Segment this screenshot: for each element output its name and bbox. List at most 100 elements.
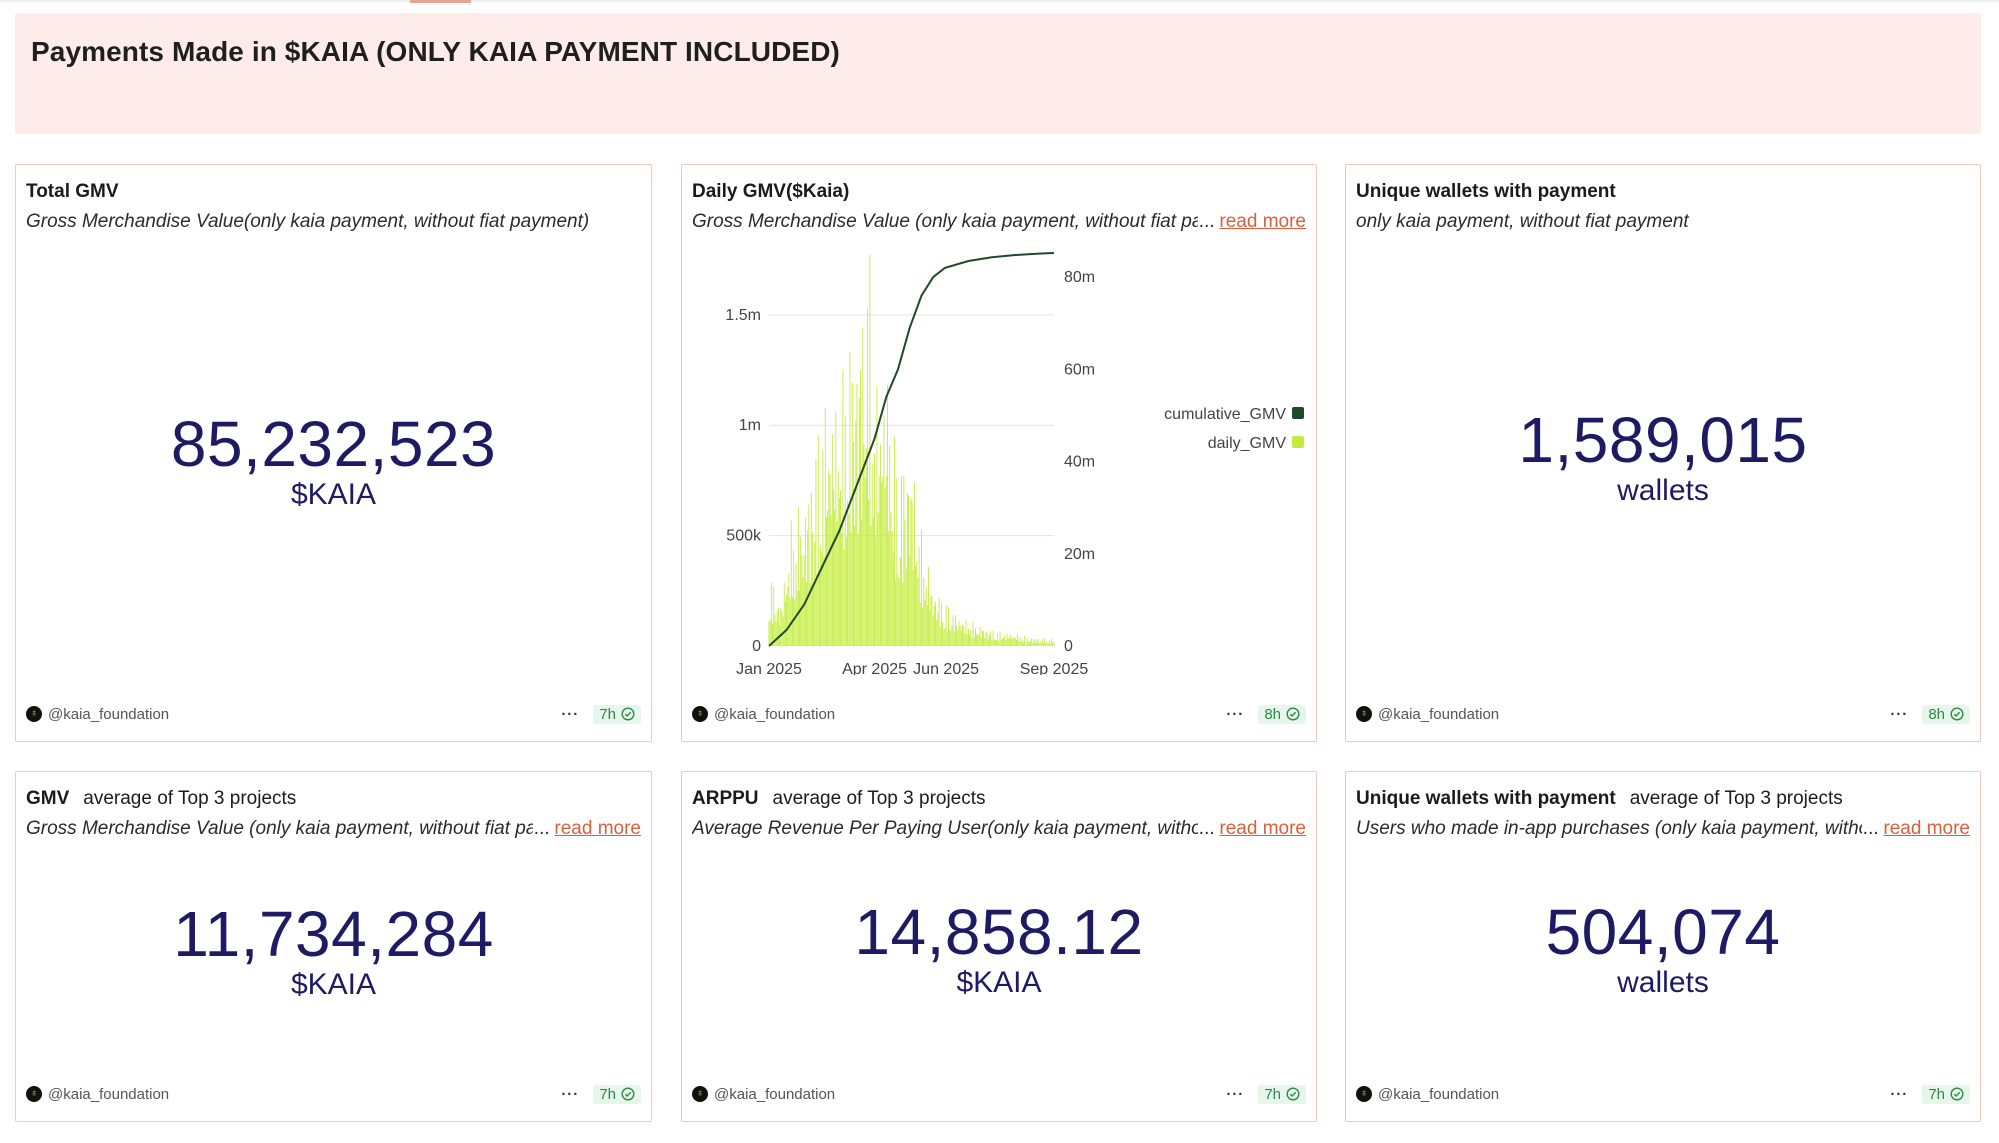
author-name[interactable]: @kaia_foundation xyxy=(48,705,170,723)
daily-gmv-bar xyxy=(768,621,770,646)
daily-gmv-bar xyxy=(890,512,892,646)
daily-gmv-bar xyxy=(862,327,864,646)
daily-gmv-bar xyxy=(965,619,967,646)
read-more-link[interactable]: read more xyxy=(1219,211,1306,232)
daily-gmv-bar xyxy=(1006,633,1008,646)
daily-gmv-bar xyxy=(775,621,777,646)
card-title-text: ARPPU xyxy=(692,788,759,809)
daily-gmv-bar xyxy=(855,420,857,646)
daily-gmv-bar xyxy=(940,603,942,646)
more-options-icon[interactable]: ··· xyxy=(1226,1085,1245,1103)
daily-gmv-bar xyxy=(943,628,945,646)
read-more-link[interactable]: read more xyxy=(1883,818,1970,839)
freshness-badge[interactable]: 7h xyxy=(1922,1084,1970,1104)
card-footer: ♁ @kaia_foundation ··· 7h xyxy=(26,703,641,725)
ellipsis: ... xyxy=(534,818,551,839)
daily-gmv-bar xyxy=(871,464,873,646)
freshness-badge[interactable]: 7h xyxy=(1258,1084,1306,1104)
daily-gmv-bar xyxy=(828,469,830,646)
card-description-text: only kaia payment, without fiat payment xyxy=(1356,211,1689,232)
freshness-age: 7h xyxy=(1264,1085,1281,1103)
daily-gmv-bar xyxy=(979,626,981,646)
author-avatar[interactable]: ♁ xyxy=(1356,706,1372,722)
daily-gmv-bar xyxy=(897,574,899,646)
daily-gmv-bar xyxy=(823,556,825,646)
daily-gmv-bar xyxy=(822,449,824,646)
card-footer: ♁ @kaia_foundation ··· 7h xyxy=(1356,1083,1970,1105)
daily-gmv-bar xyxy=(816,574,818,646)
daily-gmv-bar xyxy=(982,630,983,646)
card-subtitle: average of Top 3 projects xyxy=(83,788,297,809)
daily-gmv-bar xyxy=(917,577,919,646)
daily-gmv-bar xyxy=(948,606,949,646)
daily-gmv-bar xyxy=(970,629,972,646)
more-options-icon[interactable]: ··· xyxy=(561,705,580,723)
daily-gmv-bar xyxy=(996,640,997,646)
daily-gmv-bar xyxy=(802,577,804,646)
author-avatar[interactable]: ♁ xyxy=(1356,1086,1372,1102)
daily-gmv-bar xyxy=(827,510,829,646)
daily-gmv-bar xyxy=(808,504,810,646)
author-avatar[interactable]: ♁ xyxy=(692,1086,708,1102)
daily-gmv-bar xyxy=(875,536,877,646)
more-options-icon[interactable]: ··· xyxy=(1890,705,1909,723)
freshness-age: 8h xyxy=(1928,705,1945,723)
more-options-icon[interactable]: ··· xyxy=(561,1085,580,1103)
daily-gmv-bar xyxy=(935,601,936,646)
active-tab-indicator[interactable] xyxy=(410,0,471,3)
daily-gmv-bar xyxy=(1013,636,1015,646)
daily-gmv-bar xyxy=(945,605,947,646)
freshness-badge[interactable]: 7h xyxy=(593,1084,641,1104)
read-more-link[interactable]: read more xyxy=(554,818,641,839)
author-avatar[interactable]: ♁ xyxy=(26,706,42,722)
daily-gmv-bar xyxy=(953,632,955,646)
daily-gmv-bar xyxy=(868,499,870,646)
daily-gmv-bar xyxy=(837,471,839,646)
author-name[interactable]: @kaia_foundation xyxy=(48,1085,170,1103)
freshness-badge[interactable]: 8h xyxy=(1258,704,1306,724)
daily-gmv-bar xyxy=(952,615,954,646)
more-options-icon[interactable]: ··· xyxy=(1890,1085,1909,1103)
daily-gmv-bar xyxy=(1048,640,1050,646)
daily-gmv-bar xyxy=(799,590,800,646)
author-avatar[interactable]: ♁ xyxy=(26,1086,42,1102)
daily-gmv-bar xyxy=(847,500,849,646)
freshness-badge[interactable]: 8h xyxy=(1922,704,1970,724)
unique-wallets-top3-card: Unique wallets with payment average of To… xyxy=(1345,771,1981,1122)
daily-gmv-bar xyxy=(960,630,962,646)
daily-gmv-bar xyxy=(773,586,775,646)
daily-gmv-bar xyxy=(817,435,819,646)
daily-gmv-bar xyxy=(1034,639,1036,646)
author-name[interactable]: @kaia_foundation xyxy=(1378,705,1500,723)
daily-gmv-bar xyxy=(814,541,816,646)
daily-gmv-bar xyxy=(937,612,939,646)
card-footer: ♁ @kaia_foundation ··· 7h xyxy=(26,1083,641,1105)
card-description-text: Average Revenue Per Paying User(only kai… xyxy=(692,818,1198,839)
card-title: Unique wallets with payment xyxy=(1356,181,1616,202)
daily-gmv-bar xyxy=(833,489,834,646)
daily-gmv-bar xyxy=(956,625,958,646)
daily-gmv-bar xyxy=(1028,642,1030,646)
daily-gmv-bar xyxy=(772,623,773,646)
counter-unit: $KAIA xyxy=(290,968,377,1001)
author-avatar[interactable]: ♁ xyxy=(692,706,708,722)
daily-gmv-bar xyxy=(955,615,956,646)
more-options-icon[interactable]: ··· xyxy=(1226,705,1245,723)
daily-gmv-bar xyxy=(889,445,891,646)
card-footer: ♁ @kaia_foundation ··· 8h xyxy=(1356,703,1970,725)
daily-gmv-bar xyxy=(990,631,992,646)
daily-gmv-bar xyxy=(786,594,788,646)
daily-gmv-bar xyxy=(1018,641,1020,646)
daily-gmv-bar xyxy=(997,632,999,646)
daily-gmv-bar xyxy=(888,530,890,646)
author-name[interactable]: @kaia_foundation xyxy=(1378,1085,1500,1103)
daily-gmv-bar xyxy=(1030,640,1031,646)
freshness-badge[interactable]: 7h xyxy=(593,704,641,724)
author-name[interactable]: @kaia_foundation xyxy=(714,705,836,723)
daily-gmv-bar xyxy=(1020,641,1022,646)
read-more-link[interactable]: read more xyxy=(1219,818,1306,839)
author-name[interactable]: @kaia_foundation xyxy=(714,1085,836,1103)
daily-gmv-bar xyxy=(1004,635,1006,646)
daily-gmv-bar xyxy=(993,638,995,646)
daily-gmv-bar xyxy=(904,520,906,646)
